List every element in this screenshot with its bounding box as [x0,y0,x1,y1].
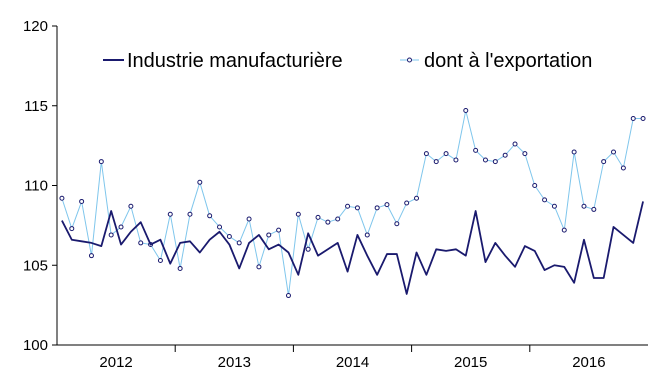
series-point-export [561,227,567,233]
x-tick-label: 2012 [99,354,132,369]
series-point-export [512,141,518,147]
series-line-export [61,110,644,297]
series-point-export [236,240,242,246]
series-point-export [88,253,94,259]
series-point-export [167,211,173,217]
series-point-export [157,257,163,263]
series-point-export [305,246,311,252]
series-point-export [335,216,341,222]
series-line-industrie [61,201,644,295]
series-point-export [118,224,124,230]
series-point-export [79,198,85,204]
series-point-export [256,264,262,270]
y-tick-label: 105 [23,257,48,274]
series-point-export [522,151,528,157]
series-point-export [128,203,134,209]
series-point-export [285,293,291,299]
series-point-export [551,203,557,209]
series-point-export [197,179,203,185]
series-point-export [345,203,351,209]
series-point-export [138,240,144,246]
series-point-export [325,219,331,225]
legend: Industrie manufacturière dont à l'export… [103,50,592,72]
series-point-export [473,147,479,153]
y-tick-label: 115 [24,98,48,115]
series-point-export [394,221,400,227]
series-point-export [492,159,498,165]
series-point-export [571,149,577,155]
series-point-export [364,232,370,238]
x-tick-label: 2014 [336,354,369,369]
series-point-export [463,108,469,114]
series-point-export [354,205,360,211]
series-point-export [591,206,597,212]
series-point-export [532,183,538,188]
x-tick-label: 2013 [218,354,251,369]
series-point-export [187,211,193,217]
series-point-export [482,157,488,163]
series-point-export [620,165,626,171]
series-point-export [315,214,321,220]
x-tick-label: 2015 [454,354,487,369]
series-point-export [581,203,587,209]
series-point-export [266,232,272,238]
series-point-export [98,159,104,165]
series-point-export [502,152,508,158]
series-point-export [69,226,75,232]
series-point-export [374,205,380,211]
x-tick-label: 2016 [572,354,605,369]
series-point-export [217,224,223,230]
series-point-export [59,195,65,201]
series-group [59,108,646,299]
y-tick-label: 120 [23,18,48,35]
series-point-export [246,216,252,222]
series-point-export [177,265,183,271]
series-point-export [226,234,232,240]
series-point-export [295,211,301,217]
series-point-export [630,116,636,122]
legend-label-export: dont à l'exportation [424,50,592,72]
legend-label-industrie: Industrie manufacturière [127,50,343,72]
y-tick-label: 110 [24,178,48,195]
series-point-export [443,151,449,157]
series-point-export [384,202,390,208]
series-point-export [611,149,617,155]
axes: 100 105 110 115 120 2012 2013 2014 2015 2016 [23,18,648,369]
series-point-export [640,116,646,122]
y-tick-label: 100 [23,337,48,354]
series-point-export [207,213,213,219]
series-point-export [404,200,410,206]
series-point-export [542,197,548,203]
series-point-export [601,159,607,165]
legend-marker-export [407,57,412,63]
series-point-export [433,159,439,165]
series-point-export [276,227,282,233]
series-point-export [453,157,459,163]
series-point-export [423,151,429,157]
series-point-export [414,195,420,201]
series-point-export [108,232,114,238]
